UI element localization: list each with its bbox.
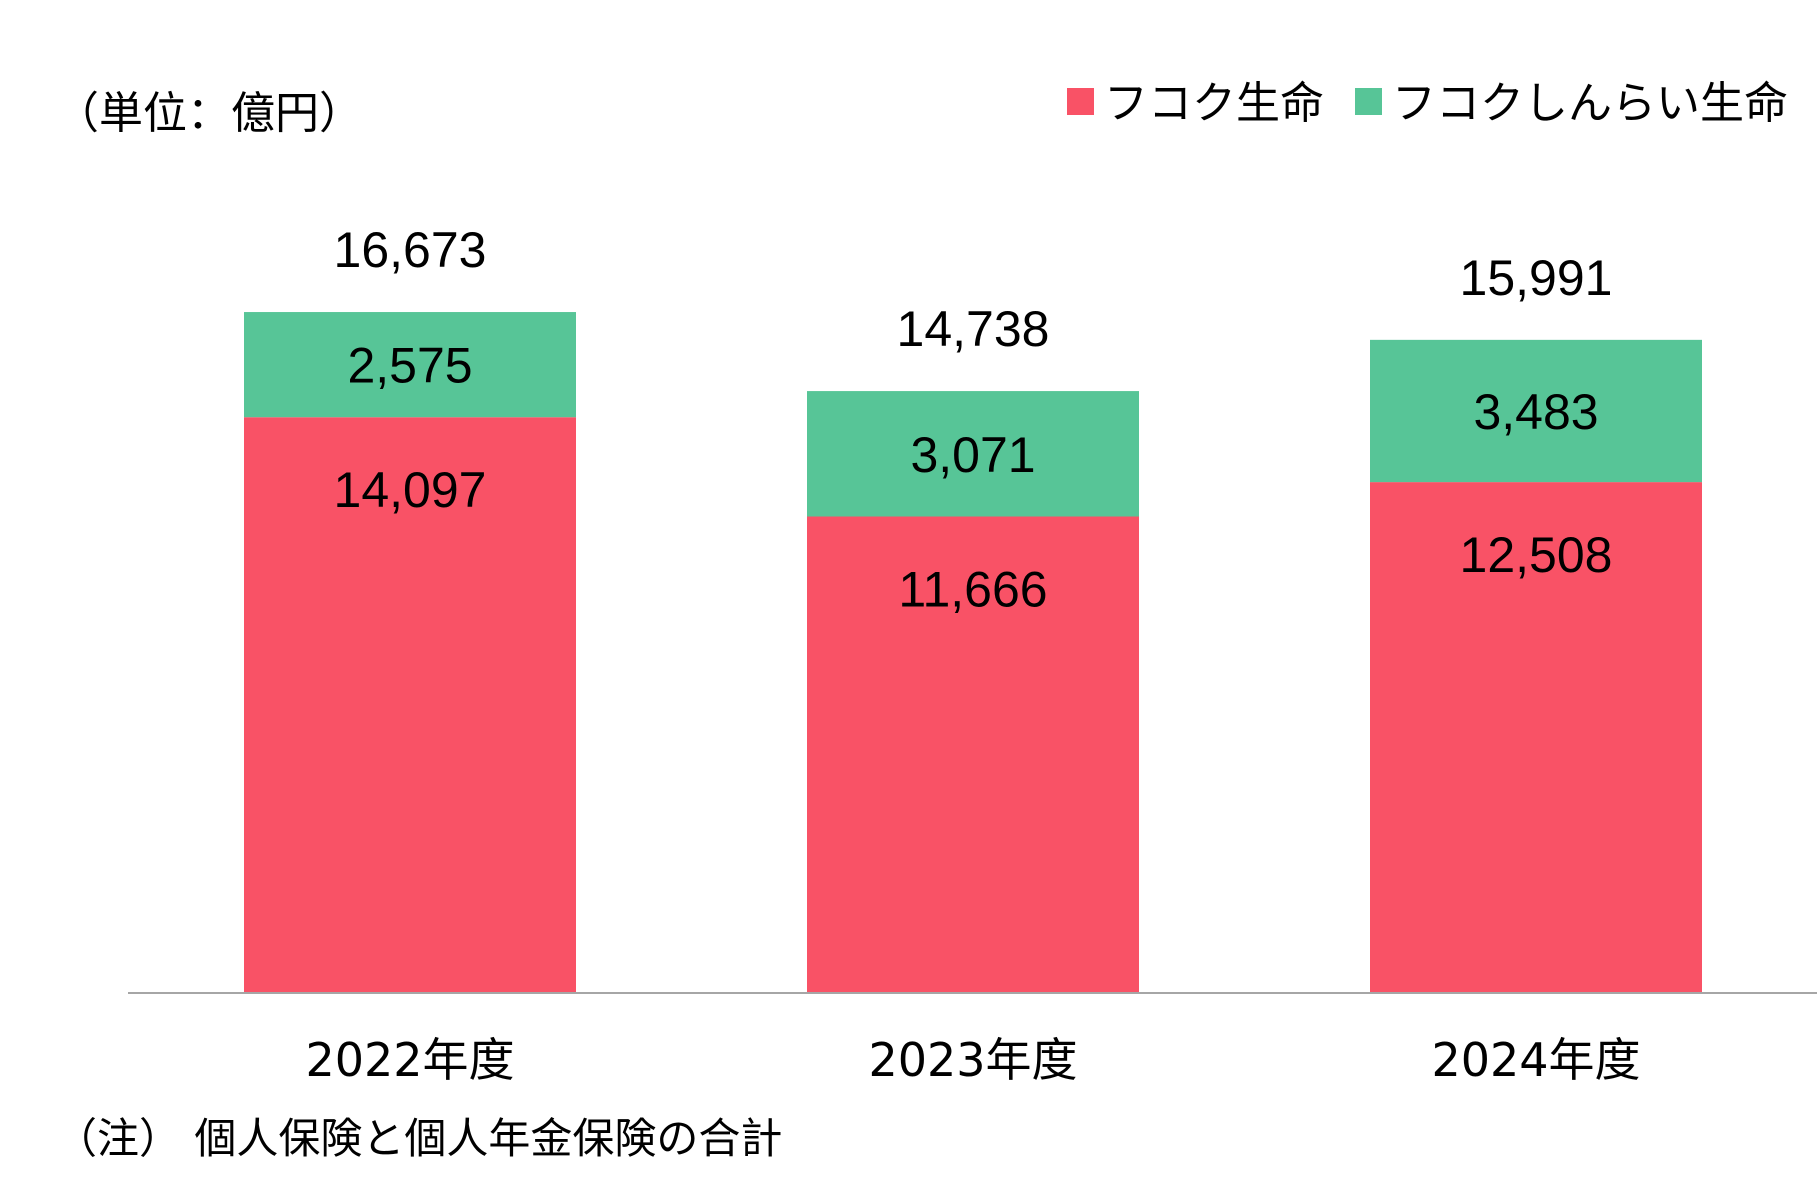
bars-layer — [244, 312, 1702, 993]
data-label-fukoku-3: 12,508 — [1460, 527, 1613, 583]
bar-segment-shinrai-1 — [244, 312, 576, 418]
unit-label: （単位：億円） — [55, 88, 363, 139]
legend-label-fukoku: フコク生命 — [1104, 78, 1324, 129]
legend-swatch-fukoku — [1067, 88, 1094, 115]
data-label-shinrai-3: 3,483 — [1473, 384, 1598, 440]
labels-layer: 14,097 2,575 16,673 2022年度 11,666 3,071 14,738… — [305, 222, 1640, 1087]
data-label-fukoku-1: 14,097 — [334, 462, 487, 518]
legend: フコク生命 フコクしんらい生命 — [1067, 78, 1788, 129]
data-label-shinrai-1: 2,575 — [347, 338, 472, 394]
total-label-1: 16,673 — [334, 222, 487, 278]
bar-segment-fukoku-2 — [807, 516, 1139, 993]
bar-segment-shinrai-2 — [807, 391, 1139, 517]
footnote: （注） 個人保険と個人年金保険の合計 — [55, 1114, 782, 1163]
x-tick-label-2: 2023年度 — [868, 1033, 1077, 1087]
x-tick-label-3: 2024年度 — [1431, 1033, 1640, 1087]
total-label-3: 15,991 — [1460, 250, 1613, 306]
legend-label-shinrai: フコクしんらい生命 — [1392, 78, 1788, 129]
legend-swatch-shinrai — [1355, 88, 1382, 115]
data-label-shinrai-2: 3,071 — [910, 427, 1035, 483]
total-label-2: 14,738 — [897, 301, 1050, 357]
data-label-fukoku-2: 11,666 — [898, 562, 1047, 618]
bar-segment-fukoku-3 — [1370, 482, 1702, 993]
bar-segment-shinrai-3 — [1370, 339, 1702, 483]
x-tick-label-1: 2022年度 — [305, 1033, 514, 1087]
bar-segment-fukoku-1 — [244, 417, 576, 993]
